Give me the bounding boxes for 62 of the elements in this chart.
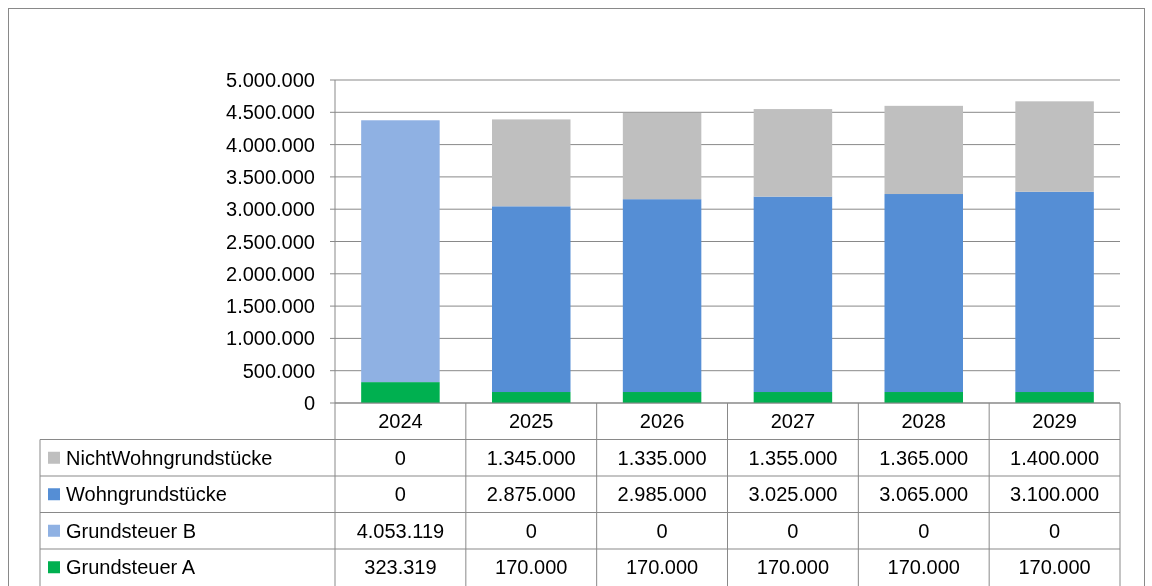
data-label: 0 (394, 483, 406, 506)
legend-label: Grundsteuer A (66, 556, 196, 579)
bar (1015, 392, 1094, 403)
y-tick-label: 3.500.000 (226, 165, 315, 188)
bar (622, 392, 702, 403)
data-label: 0 (394, 446, 406, 469)
bar (884, 194, 963, 393)
data-label: 1.400.000 (1010, 446, 1100, 469)
x-tick-label: 2025 (509, 410, 554, 433)
bar (884, 105, 963, 195)
y-tick-label: 4.000.000 (226, 133, 315, 156)
y-tick-label: 0 (303, 392, 315, 414)
x-tick-label: 2026 (639, 410, 685, 433)
data-label: 0 (787, 519, 799, 542)
data-label: 170.000 (1018, 556, 1091, 579)
data-label: 2.985.000 (617, 483, 707, 506)
bar (361, 120, 440, 383)
data-label: 0 (1049, 519, 1061, 542)
bar (1015, 191, 1094, 393)
legend-label: NichtWohngrundstücke (66, 446, 273, 469)
bar (753, 109, 833, 197)
data-label: 170.000 (625, 556, 699, 579)
y-tick-label: 1.500.000 (226, 295, 315, 318)
data-label: 0 (525, 519, 537, 542)
data-label: 1.345.000 (486, 446, 576, 469)
bar (492, 392, 571, 403)
bar (1015, 101, 1094, 192)
data-label: 3.025.000 (748, 483, 838, 506)
data-label: 170.000 (756, 556, 830, 579)
bar (884, 392, 963, 403)
bar (492, 206, 571, 393)
data-label: 170.000 (495, 556, 568, 579)
bar (753, 392, 833, 403)
x-tick-label: 2024 (378, 410, 423, 433)
data-label: 170.000 (887, 556, 960, 579)
bar (622, 112, 702, 200)
x-tick-label: 2029 (1032, 410, 1077, 433)
legend-label: Grundsteuer B (66, 519, 197, 542)
bar (622, 199, 702, 393)
bar (492, 119, 571, 207)
x-tick-label: 2028 (901, 410, 946, 433)
bar (361, 382, 440, 403)
y-tick-label: 3.000.000 (226, 198, 315, 221)
y-tick-label: 2.500.000 (226, 230, 315, 253)
y-tick-label: 4.500.000 (226, 101, 315, 124)
y-tick-label: 5.000.000 (226, 69, 315, 91)
data-label: 323.319 (364, 556, 437, 579)
bar (753, 196, 833, 393)
data-label: 0 (656, 519, 668, 542)
data-label: 2.875.000 (486, 483, 576, 506)
data-label: 1.355.000 (748, 446, 838, 469)
legend-label: Wohngrundstücke (66, 483, 227, 506)
data-label: 3.065.000 (879, 483, 969, 506)
y-tick-label: 1.000.000 (226, 327, 315, 350)
data-label: 3.100.000 (1010, 483, 1100, 506)
y-tick-label: 2.000.000 (226, 262, 315, 285)
y-tick-label: 500.000 (242, 359, 315, 382)
data-label: 1.335.000 (617, 446, 707, 469)
x-tick-label: 2027 (770, 410, 816, 433)
data-label: 4.053.119 (356, 519, 445, 542)
data-label: 1.365.000 (879, 446, 969, 469)
data-label: 0 (918, 519, 930, 542)
